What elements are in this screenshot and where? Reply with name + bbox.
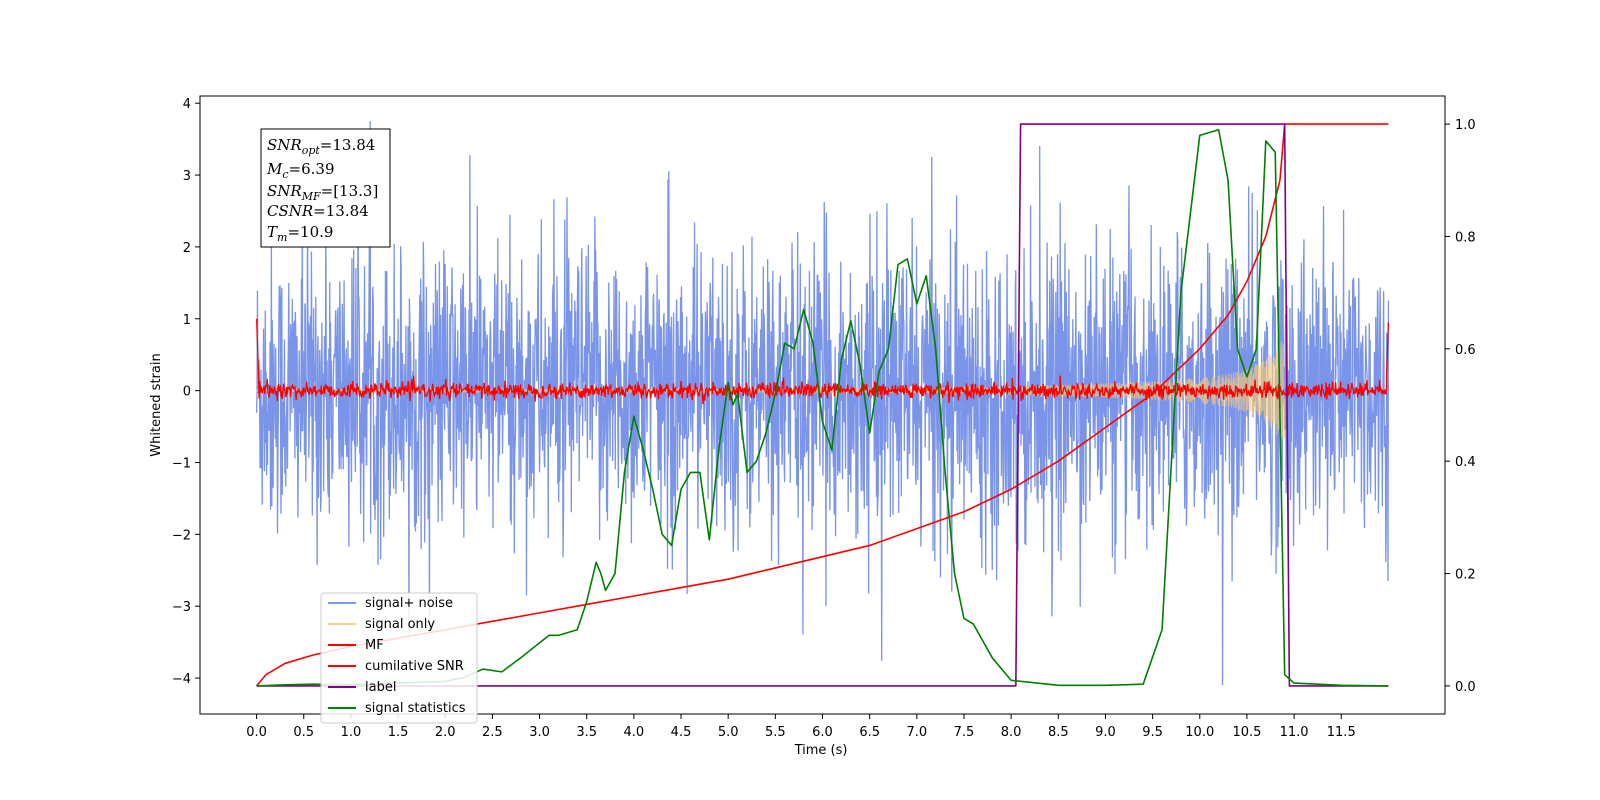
series-signal-statistics bbox=[256, 128, 1389, 687]
x-tick-label: 7.0 bbox=[906, 725, 927, 740]
annotation-box: SNRopt=13.84 Mc=6.39 SNRMF=[13.3] CSNR=1… bbox=[260, 128, 391, 248]
x-tick-label: 1.0 bbox=[341, 725, 362, 740]
y-tick-label: 2 bbox=[183, 241, 191, 256]
y2-tick-label: 0.2 bbox=[1455, 568, 1476, 583]
y-tick-label: 1 bbox=[183, 313, 191, 328]
y-tick-label: −4 bbox=[172, 672, 191, 687]
x-axis-label: Time (s) bbox=[794, 743, 848, 758]
x-tick-label: 0.5 bbox=[293, 725, 314, 740]
y-axis-ticks: 4 3 2 1 0 −1 −2 −3 −4 bbox=[172, 97, 200, 687]
y2-tick-label: 0.6 bbox=[1455, 343, 1476, 358]
x-tick-label: 6.5 bbox=[859, 725, 880, 740]
annotation-snr-mf: SNRMF=[13.3] bbox=[267, 182, 378, 203]
y2-tick-label: 0.8 bbox=[1455, 230, 1476, 245]
series-label bbox=[256, 123, 1389, 687]
annotation-snr-opt: SNRopt=13.84 bbox=[267, 136, 375, 157]
x-tick-label: 7.5 bbox=[954, 725, 975, 740]
legend-label: label bbox=[365, 680, 396, 695]
x-tick-label: 2.0 bbox=[435, 725, 456, 740]
x-tick-label: 8.0 bbox=[1001, 725, 1022, 740]
x-tick-label: 3.5 bbox=[576, 725, 597, 740]
y-axis-label: Whitened strain bbox=[149, 353, 164, 456]
x-tick-label: 4.0 bbox=[624, 725, 645, 740]
annotation-mc: Mc=6.39 bbox=[266, 160, 335, 181]
x-tick-label: 8.5 bbox=[1048, 725, 1069, 740]
y-tick-label: 3 bbox=[183, 169, 191, 184]
x-tick-label: 9.5 bbox=[1142, 725, 1163, 740]
x-tick-label: 5.0 bbox=[718, 725, 739, 740]
x-tick-label: 1.5 bbox=[388, 725, 409, 740]
y-tick-label: 0 bbox=[183, 385, 191, 400]
annotation-tm: Tm=10.9 bbox=[267, 223, 333, 244]
legend-label: cumilative SNR bbox=[365, 659, 464, 674]
legend-label: MF bbox=[365, 638, 384, 653]
x-tick-label: 6.0 bbox=[812, 725, 833, 740]
legend-frame bbox=[320, 592, 478, 724]
x-tick-label: 9.0 bbox=[1095, 725, 1116, 740]
y2-tick-label: 1.0 bbox=[1455, 118, 1476, 133]
legend: signal+ noise signal only MF cumilative SNR… bbox=[320, 592, 478, 724]
y-tick-label: −1 bbox=[172, 456, 191, 471]
legend-label: signal statistics bbox=[365, 701, 466, 716]
series-signal-noise bbox=[255, 121, 1390, 686]
x-tick-label: 10.5 bbox=[1232, 725, 1261, 740]
x-tick-label: 0.0 bbox=[246, 725, 267, 740]
y-tick-label: 4 bbox=[183, 97, 191, 112]
y2-tick-label: 0.0 bbox=[1455, 680, 1476, 695]
y2-axis-ticks: 1.0 0.8 0.6 0.4 0.2 0.0 bbox=[1445, 118, 1476, 695]
x-tick-label: 10.0 bbox=[1185, 725, 1214, 740]
x-tick-label: 5.5 bbox=[765, 725, 786, 740]
annotation-csnr: CSNR=13.84 bbox=[267, 202, 369, 220]
legend-label: signal only bbox=[365, 617, 435, 632]
annotation-frame bbox=[260, 128, 391, 248]
x-tick-label: 4.5 bbox=[671, 725, 692, 740]
legend-label: signal+ noise bbox=[365, 596, 453, 611]
x-tick-label: 3.0 bbox=[529, 725, 550, 740]
y-tick-label: −3 bbox=[172, 600, 191, 615]
series-mf bbox=[255, 318, 1390, 405]
x-axis-ticks: 0.0 0.5 1.0 1.5 2.0 2.5 3.0 3.5 4.0 4.5 5.0 5.5 6.0 6… bbox=[246, 714, 1356, 740]
x-tick-label: 2.5 bbox=[482, 725, 503, 740]
x-tick-label: 11.5 bbox=[1327, 725, 1356, 740]
x-tick-label: 11.0 bbox=[1280, 725, 1309, 740]
y2-tick-label: 0.4 bbox=[1455, 455, 1476, 470]
y-tick-label: −2 bbox=[172, 528, 191, 543]
